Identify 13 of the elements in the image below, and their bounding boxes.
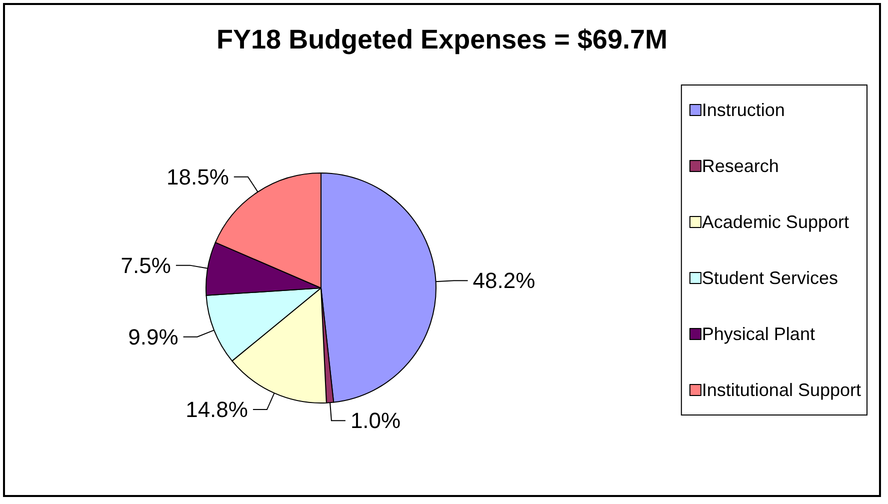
data-label: 1.0%: [350, 408, 401, 434]
data-label: 18.5%: [166, 164, 229, 190]
data-label: 14.8%: [186, 397, 248, 422]
legend-label: Student Services: [702, 268, 838, 288]
legend-label: Research: [702, 156, 779, 176]
legend-label: Institutional Support: [702, 380, 862, 400]
legend-label: Instruction: [702, 100, 785, 120]
legend-label: Academic Support: [702, 212, 849, 232]
data-label: 7.5%: [120, 252, 171, 278]
data-label: 48.2%: [472, 268, 536, 294]
legend-label: Physical Plant: [702, 324, 815, 344]
data-label: 9.9%: [128, 324, 178, 350]
chart-title: FY18 Budgeted Expenses = $69.7M: [216, 24, 668, 54]
